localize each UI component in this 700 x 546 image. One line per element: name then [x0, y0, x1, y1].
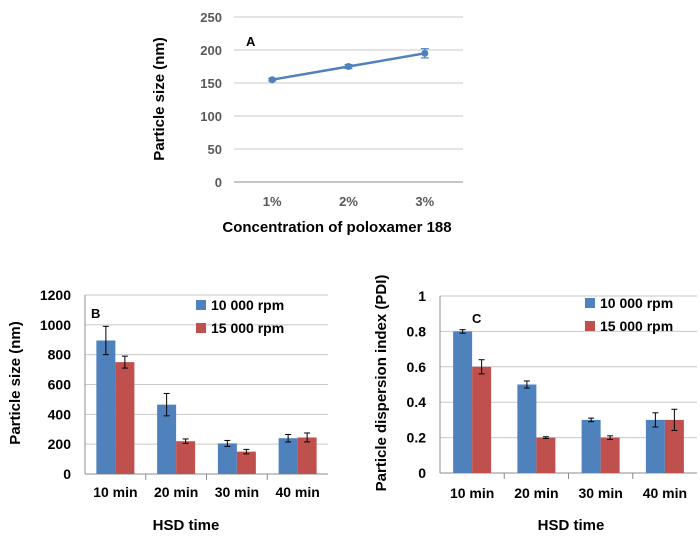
panel-c-legend-10000: 10 000 rpm — [600, 295, 673, 311]
panel-b-y-tick-label: 1000 — [40, 317, 71, 333]
panel-c-bar-10000 — [645, 419, 665, 473]
panel-b-bar-10000 — [278, 438, 298, 474]
panel-c-x-axis-label: HSD time — [538, 517, 605, 534]
panel-c-y-tick-label: 0.2 — [407, 430, 427, 446]
panel-b-bar-15000 — [115, 362, 135, 474]
panel-a-x-axis-label: Concentration of poloxamer 188 — [222, 219, 451, 236]
panel-c-legend-15000: 15 000 rpm — [600, 318, 673, 334]
panel-b-x-tick-label: 20 min — [154, 484, 198, 500]
panel-b-bar-10000 — [96, 340, 116, 474]
panel-c-x-tick-label: 20 min — [514, 485, 558, 501]
panel-a-y-ticks: 0 50 100 150 200 250 — [200, 10, 222, 190]
panel-b-bar-10000 — [157, 404, 177, 474]
panel-c-y-tick-label: 1 — [418, 288, 426, 304]
panel-a-x-tick-label: 2% — [339, 194, 358, 209]
panel-c-bar-chart: 00.20.40.60.81 10 min 20 min 30 min 40 min … — [373, 275, 697, 534]
panel-a-line-chart: 0 50 100 150 200 250 1% 2% 3% A Concentration o… — [151, 10, 463, 236]
panel-c-x-tick-label: 30 min — [578, 485, 622, 501]
panel-b-x-axis-label: HSD time — [153, 517, 220, 534]
panel-a-y-tick-label: 0 — [215, 175, 222, 190]
panel-c-bar-10000 — [453, 331, 473, 473]
panel-b-bar-chart: 0 200 400 600 800 1000 1200 10 min 20 min 30 min… — [7, 287, 328, 534]
panel-c-y-tick-label: 0.8 — [407, 323, 427, 339]
panel-b-y-tick-label: 0 — [63, 466, 71, 482]
panel-c-bar-15000 — [536, 437, 556, 473]
panel-b-y-tick-label: 200 — [48, 436, 72, 452]
panel-c-bar-10000 — [517, 384, 537, 473]
panel-a-x-tick-label: 1% — [263, 194, 282, 209]
panel-a-data-point — [421, 49, 429, 57]
panel-b-bar-10000 — [217, 443, 237, 474]
panel-a-data-point — [345, 63, 352, 70]
panel-c-bar-10000 — [581, 419, 601, 473]
panel-b-marks — [96, 325, 317, 474]
panel-c-y-tick-label: 0.6 — [407, 359, 427, 375]
panel-b-x-tick-label: 30 min — [215, 484, 259, 500]
panel-c-bar-15000 — [472, 366, 492, 473]
panel-b-legend-10000: 10 000 rpm — [211, 297, 284, 313]
panel-b-y-ticks: 0 200 400 600 800 1000 1200 — [40, 287, 71, 482]
panel-b-y-axis-label: Particle size (nm) — [7, 321, 24, 444]
panel-a-y-axis-label: Particle size (nm) — [151, 37, 168, 160]
panel-c-bar-15000 — [600, 437, 620, 473]
panel-a-data-point — [268, 76, 276, 84]
panel-a-x-tick-label: 3% — [415, 194, 434, 209]
panel-a-y-tick-label: 150 — [200, 76, 222, 91]
panel-a-y-tick-label: 250 — [200, 10, 222, 25]
panel-c-bar-15000 — [664, 419, 684, 473]
panel-a-y-tick-label: 200 — [200, 43, 222, 58]
panel-b-y-tick-label: 600 — [48, 377, 72, 393]
panel-a-gridlines — [234, 16, 463, 183]
panel-c-marks — [453, 329, 684, 473]
panel-b-bar-15000 — [236, 451, 256, 474]
panel-a-label: A — [246, 34, 256, 49]
panel-b-bar-15000 — [176, 441, 196, 474]
panel-c-x-tick-label: 40 min — [643, 485, 687, 501]
panel-c-x-ticks: 10 min 20 min 30 min 40 min — [450, 473, 687, 501]
panel-c-y-tick-label: 0.4 — [407, 394, 427, 410]
panel-a-marks — [268, 48, 429, 84]
panel-c-y-axis-label: Particle dispersion index (PDI) — [373, 275, 390, 492]
panel-b-label: B — [91, 306, 100, 321]
panel-b-y-tick-label: 1200 — [40, 287, 71, 303]
panel-a-x-ticks: 1% 2% 3% — [263, 194, 435, 209]
panel-b-bar-15000 — [297, 437, 317, 474]
panel-b-x-tick-label: 10 min — [93, 484, 137, 500]
panel-b-legend-15000: 15 000 rpm — [211, 320, 284, 336]
panel-b-x-ticks: 10 min 20 min 30 min 40 min — [93, 474, 320, 500]
panel-b-legend-swatch-15000 — [196, 323, 206, 333]
panel-c-y-tick-label: 0 — [418, 465, 426, 481]
panel-b-legend-swatch-10000 — [196, 300, 206, 310]
panel-b-y-tick-label: 400 — [48, 406, 72, 422]
panel-a-y-tick-label: 50 — [208, 142, 222, 157]
panel-b-y-tick-label: 800 — [48, 347, 72, 363]
panel-c-y-ticks: 0 0.2 0.4 0.6 0.8 1 — [407, 288, 427, 481]
panel-c-legend-swatch-15000 — [585, 321, 595, 331]
panel-a-y-tick-label: 100 — [200, 109, 222, 124]
panel-c-label: C — [472, 311, 482, 326]
panel-b-x-tick-label: 40 min — [275, 484, 319, 500]
panel-c-legend-swatch-10000 — [585, 298, 595, 308]
panel-c-x-tick-label: 10 min — [450, 485, 494, 501]
